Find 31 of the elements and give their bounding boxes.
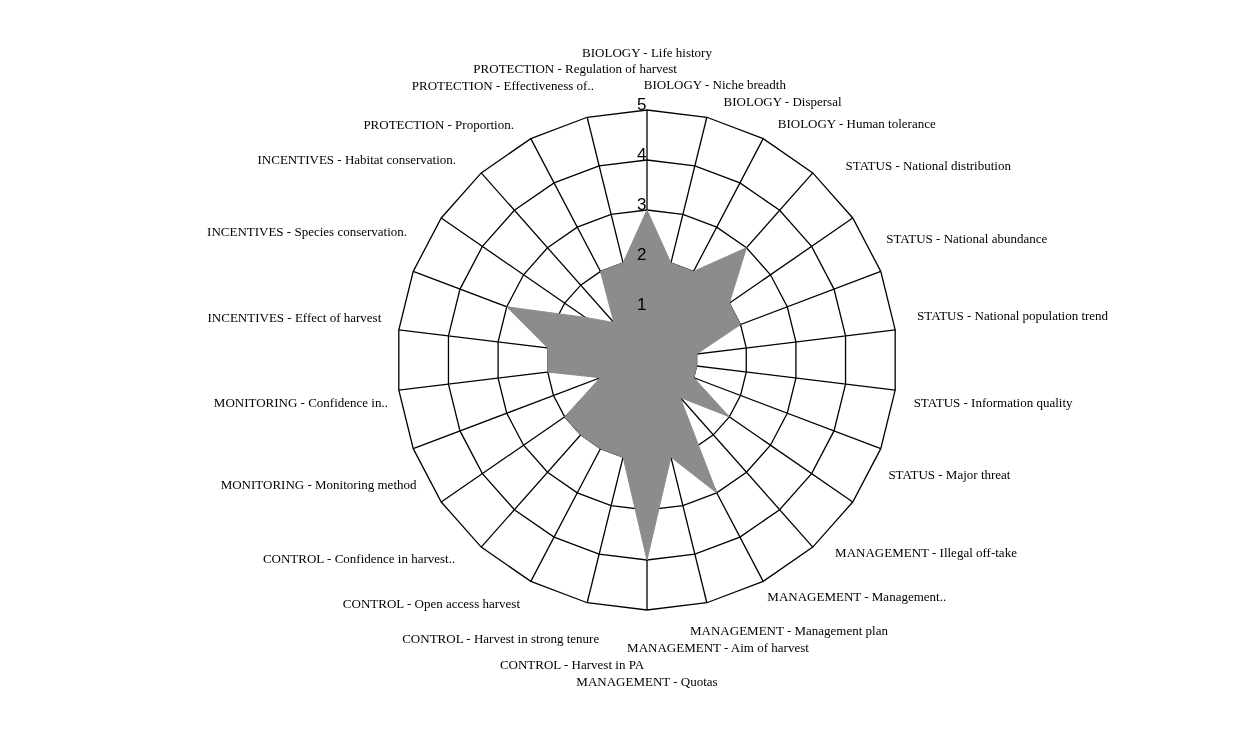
spoke-label: BIOLOGY - Dispersal (723, 94, 842, 110)
spoke-label: CONTROL - Harvest in PA (499, 656, 645, 672)
spoke-label: CONTROL - Open access harvest (342, 595, 521, 611)
y-tick-label: 4 (637, 145, 647, 164)
y-tick-label: 1 (637, 295, 647, 314)
spoke-label: CONTROL - Confidence in harvest.. (262, 551, 456, 567)
spoke-label: MANAGEMENT - Management plan (690, 623, 889, 639)
spoke-label: INCENTIVES - Species conservation. (207, 223, 408, 239)
y-tick-label: 5 (637, 95, 647, 114)
spoke-label: STATUS - National abundance (886, 231, 1048, 247)
spoke-label: MANAGEMENT - Quotas (576, 674, 718, 689)
spoke-label: STATUS - Major threat (888, 467, 1011, 483)
y-tick-label: 3 (637, 195, 647, 214)
spoke-label: STATUS - Information quality (913, 394, 1074, 410)
spoke-label: BIOLOGY - Life history (582, 45, 713, 60)
spoke-label: STATUS - National population trend (917, 308, 1109, 324)
spoke-label: MANAGEMENT - Illegal off-take (835, 545, 1018, 561)
spoke-label: INCENTIVES - Effect of harvest (207, 309, 382, 325)
spoke-label: MONITORING - Monitoring method (220, 477, 418, 493)
spoke-label: MANAGEMENT - Aim of harvest (627, 640, 810, 656)
spoke-label: PROTECTION - Regulation of harvest (473, 61, 678, 77)
spoke-label: PROTECTION - Effectiveness of.. (411, 77, 594, 93)
spoke-label: INCENTIVES - Habitat conservation. (257, 152, 457, 168)
spoke-label: STATUS - National distribution (845, 158, 1012, 174)
spoke-label: MONITORING - Confidence in.. (213, 394, 388, 410)
y-tick-label: 2 (637, 245, 647, 264)
spoke-label: BIOLOGY - Human tolerance (777, 115, 936, 131)
spoke-label: CONTROL - Harvest in strong tenure (402, 631, 600, 647)
spoke-label: MANAGEMENT - Management.. (767, 589, 947, 605)
spoke-label: PROTECTION - Proportion. (363, 117, 514, 133)
spoke-label: BIOLOGY - Niche breadth (643, 77, 787, 93)
